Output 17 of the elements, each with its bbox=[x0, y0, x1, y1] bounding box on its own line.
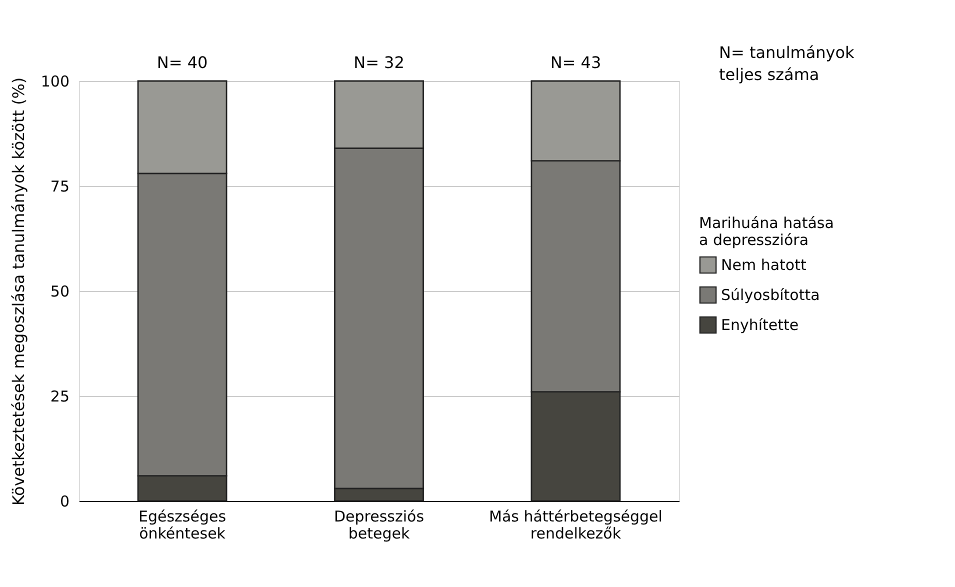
text: N= 43 bbox=[550, 53, 602, 72]
legend-label: Súlyosbította bbox=[721, 286, 820, 304]
y-axis-title: Következtetések megoszlása tanulmányok között (%) bbox=[8, 77, 28, 506]
x-tick-label: Egészséges önkéntesek bbox=[138, 508, 226, 542]
x-tick-label: Depressziós betegek bbox=[334, 508, 424, 542]
y-tick-label: 75 bbox=[50, 178, 70, 196]
y-tick-label: 25 bbox=[50, 388, 70, 406]
text: N= 40 bbox=[156, 53, 208, 72]
text: N= 32 bbox=[354, 53, 404, 72]
legend-title: Marihuána hatása a depresszióra bbox=[699, 214, 834, 249]
legend-label: Enyhítette bbox=[721, 316, 799, 334]
y-tick-label: 0 bbox=[60, 492, 70, 510]
x-tick-label: Más háttérbetegséggel rendelkezők bbox=[489, 508, 662, 542]
legend-label: Nem hatott bbox=[721, 256, 806, 274]
text: N= tanulmányok teljes száma bbox=[719, 43, 856, 84]
y-tick-label: 100 bbox=[40, 72, 70, 90]
y-tick-label: 50 bbox=[50, 282, 70, 300]
